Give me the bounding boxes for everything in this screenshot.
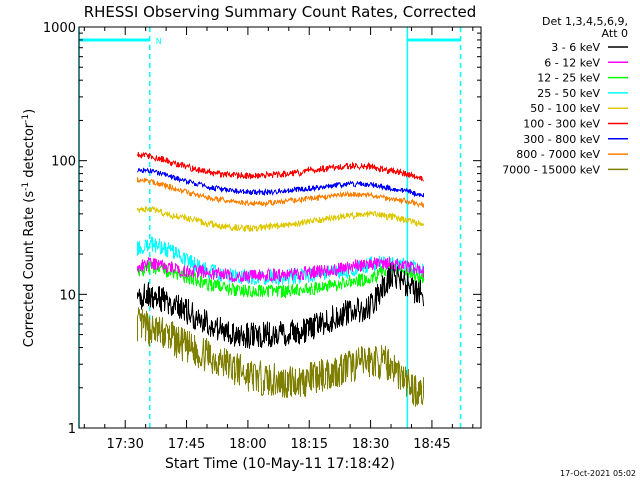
y-tick-label: 100 <box>51 155 76 170</box>
legend-label: 800 - 7000 keV <box>516 148 600 161</box>
x-tick-label: 18:00 <box>229 437 266 452</box>
legend-label: 12 - 25 keV <box>537 72 600 85</box>
y-tick-label: 1000 <box>43 21 76 36</box>
series-line <box>137 206 424 233</box>
y-axis: 1 10 100 1000 <box>43 21 481 437</box>
legend-label: 100 - 300 keV <box>523 118 600 131</box>
legend-label: 25 - 50 keV <box>537 87 600 100</box>
x-axis-label: Start Time (10-May-11 17:18:42) <box>165 456 395 472</box>
x-tick-label: 18:45 <box>413 437 450 452</box>
series-line <box>137 256 424 283</box>
x-tick-label: 18:30 <box>352 437 389 452</box>
x-tick-label: 17:45 <box>168 437 205 452</box>
legend-label: 300 - 800 keV <box>523 133 600 146</box>
series-line <box>137 167 424 198</box>
legend-header: Det 1,3,4,5,6,9, <box>542 15 628 28</box>
legend-label: 3 - 6 keV <box>551 41 600 54</box>
x-axis: 17:30 17:45 18:00 18:15 18:30 18:45 <box>83 27 474 452</box>
legend: Det 1,3,4,5,6,9,Att 03 - 6 keV 6 - 12 keV… <box>502 15 628 176</box>
series-line <box>137 151 424 182</box>
marker-label: N <box>156 37 162 46</box>
x-tick-label: 17:30 <box>106 437 143 452</box>
y-tick-label: 10 <box>59 288 76 303</box>
series-line <box>137 306 424 407</box>
legend-label: 6 - 12 keV <box>544 56 600 69</box>
series-line <box>137 177 424 209</box>
series-lines <box>137 151 424 407</box>
series-line <box>137 261 424 299</box>
legend-label: 50 - 100 keV <box>530 102 600 115</box>
y-axis-label: Corrected Count Rate (s-1 detector-1) <box>21 109 37 347</box>
legend-header: Att 0 <box>602 27 628 40</box>
plot-frame <box>78 26 482 429</box>
footer-timestamp: 17-Oct-2021 05:02 <box>560 469 636 478</box>
y-tick-label: 1 <box>68 422 76 437</box>
legend-label: 7000 - 15000 keV <box>502 163 600 176</box>
chart-title: RHESSI Observing Summary Count Rates, Co… <box>84 3 477 21</box>
series-line <box>137 263 424 349</box>
x-tick-label: 18:15 <box>291 437 328 452</box>
